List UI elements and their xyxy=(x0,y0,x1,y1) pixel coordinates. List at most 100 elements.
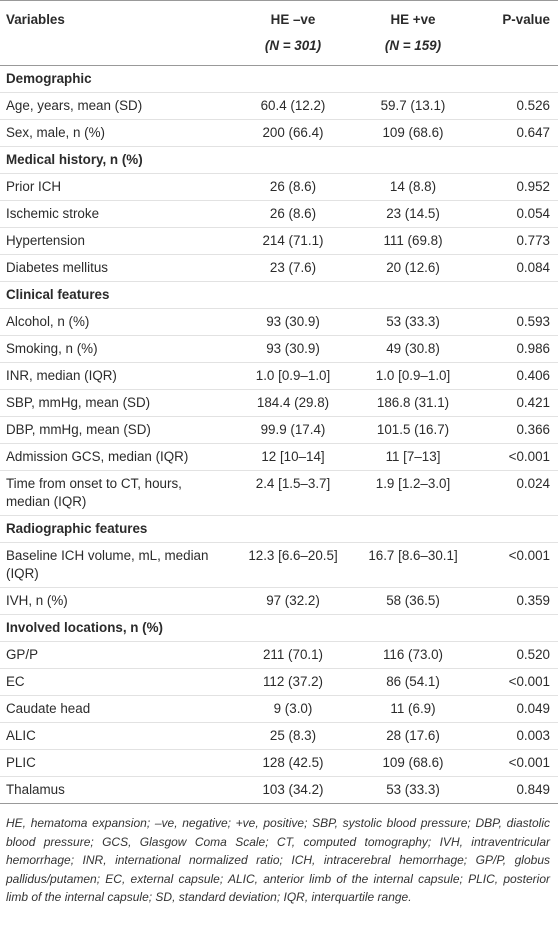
section-row: Radiographic features xyxy=(0,515,558,543)
header-cell: HE +ve (N = 159) xyxy=(354,1,472,66)
row-label: Prior ICH xyxy=(0,173,232,201)
data-row: Alcohol, n (%) 93 (30.9) 53 (33.3) 0.593 xyxy=(0,308,558,336)
data-row: Admission GCS, median (IQR) 12 [10–14] 11 … xyxy=(0,443,558,471)
cell: 93 (30.9) xyxy=(232,308,354,336)
header-cell: HE –ve (N = 301) xyxy=(232,1,354,66)
row-label: Caudate head xyxy=(0,695,232,723)
data-row: Caudate head 9 (3.0) 11 (6.9) 0.049 xyxy=(0,695,558,723)
cell: 186.8 (31.1) xyxy=(354,389,472,417)
cell: 11 (6.9) xyxy=(354,695,472,723)
header-text: (N = 301) xyxy=(264,38,322,53)
cell: 211 (70.1) xyxy=(232,641,354,669)
cell: 0.593 xyxy=(472,308,558,336)
row-label: Hypertension xyxy=(0,227,232,255)
cell: 28 (17.6) xyxy=(354,722,472,750)
table-body: Demographic Age, years, mean (SD) 60.4 (12… xyxy=(0,65,558,804)
cell: 26 (8.6) xyxy=(232,200,354,228)
row-label: Thalamus xyxy=(0,776,232,804)
cell: 9 (3.0) xyxy=(232,695,354,723)
data-table: Variables HE –ve (N = 301) HE +ve (N = 159) P… xyxy=(0,0,558,804)
header-text: HE –ve xyxy=(270,12,316,27)
data-row: Time from onset to CT, hours, median (IQ… xyxy=(0,470,558,516)
header-cell: Variables xyxy=(0,1,232,66)
cell: 0.406 xyxy=(472,362,558,390)
cell: 97 (32.2) xyxy=(232,587,354,615)
cell: <0.001 xyxy=(472,749,558,777)
row-label: Smoking, n (%) xyxy=(0,335,232,363)
cell: 128 (42.5) xyxy=(232,749,354,777)
cell: 0.024 xyxy=(472,470,558,516)
data-row: SBP, mmHg, mean (SD) 184.4 (29.8) 186.8 (3… xyxy=(0,389,558,417)
cell: 111 (69.8) xyxy=(354,227,472,255)
cell: 0.986 xyxy=(472,335,558,363)
cell: 0.421 xyxy=(472,389,558,417)
data-row: Age, years, mean (SD) 60.4 (12.2) 59.7 (13… xyxy=(0,92,558,120)
cell: 200 (66.4) xyxy=(232,119,354,147)
cell: <0.001 xyxy=(472,668,558,696)
row-label: Age, years, mean (SD) xyxy=(0,92,232,120)
data-row: EC 112 (37.2) 86 (54.1) <0.001 xyxy=(0,668,558,696)
cell: 116 (73.0) xyxy=(354,641,472,669)
cell: 0.520 xyxy=(472,641,558,669)
data-row: Diabetes mellitus 23 (7.6) 20 (12.6) 0.084 xyxy=(0,254,558,282)
row-label: Baseline ICH volume, mL, median (IQR) xyxy=(0,542,232,588)
cell: 53 (33.3) xyxy=(354,308,472,336)
cell: 0.366 xyxy=(472,416,558,444)
cell: 112 (37.2) xyxy=(232,668,354,696)
cell: <0.001 xyxy=(472,443,558,471)
cell: 103 (34.2) xyxy=(232,776,354,804)
cell: 25 (8.3) xyxy=(232,722,354,750)
cell: 12.3 [6.6–20.5] xyxy=(232,542,354,588)
cell: 93 (30.9) xyxy=(232,335,354,363)
cell: 16.7 [8.6–30.1] xyxy=(354,542,472,588)
cell: 14 (8.8) xyxy=(354,173,472,201)
cell: 0.359 xyxy=(472,587,558,615)
data-row: Hypertension 214 (71.1) 111 (69.8) 0.773 xyxy=(0,227,558,255)
row-label: Demographic xyxy=(0,65,558,93)
section-row: Clinical features xyxy=(0,281,558,309)
cell: 0.773 xyxy=(472,227,558,255)
data-row: Thalamus 103 (34.2) 53 (33.3) 0.849 xyxy=(0,776,558,804)
cell: <0.001 xyxy=(472,542,558,588)
cell: 58 (36.5) xyxy=(354,587,472,615)
cell: 26 (8.6) xyxy=(232,173,354,201)
section-row: Medical history, n (%) xyxy=(0,146,558,174)
cell: 184.4 (29.8) xyxy=(232,389,354,417)
cell: 11 [7–13] xyxy=(354,443,472,471)
row-label: Admission GCS, median (IQR) xyxy=(0,443,232,471)
data-row: Baseline ICH volume, mL, median (IQR) 12.… xyxy=(0,542,558,588)
row-label: Sex, male, n (%) xyxy=(0,119,232,147)
cell: 109 (68.6) xyxy=(354,119,472,147)
cell: 99.9 (17.4) xyxy=(232,416,354,444)
header-text: Variables xyxy=(6,12,65,27)
cell: 53 (33.3) xyxy=(354,776,472,804)
header-text: HE +ve xyxy=(390,12,436,27)
row-label: Alcohol, n (%) xyxy=(0,308,232,336)
cell: 2.4 [1.5–3.7] xyxy=(232,470,354,516)
row-label: Time from onset to CT, hours, median (IQ… xyxy=(0,470,232,516)
row-label: Diabetes mellitus xyxy=(0,254,232,282)
data-row: DBP, mmHg, mean (SD) 99.9 (17.4) 101.5 (16… xyxy=(0,416,558,444)
header-cell: P-value xyxy=(472,1,558,66)
cell: 86 (54.1) xyxy=(354,668,472,696)
cell: 1.0 [0.9–1.0] xyxy=(354,362,472,390)
row-label: Involved locations, n (%) xyxy=(0,614,558,642)
row-label: Radiographic features xyxy=(0,515,558,543)
row-label: DBP, mmHg, mean (SD) xyxy=(0,416,232,444)
row-label: GP/P xyxy=(0,641,232,669)
cell: 23 (7.6) xyxy=(232,254,354,282)
data-row: INR, median (IQR) 1.0 [0.9–1.0] 1.0 [0.9–1… xyxy=(0,362,558,390)
header-text: P-value xyxy=(502,12,550,27)
row-label: ALIC xyxy=(0,722,232,750)
row-label: Medical history, n (%) xyxy=(0,146,558,174)
table-header: Variables HE –ve (N = 301) HE +ve (N = 159) P… xyxy=(0,0,558,66)
data-row: Sex, male, n (%) 200 (66.4) 109 (68.6) 0.64… xyxy=(0,119,558,147)
footnote: HE, hematoma expansion; –ve, negative; +… xyxy=(6,816,550,905)
row-label: PLIC xyxy=(0,749,232,777)
cell: 214 (71.1) xyxy=(232,227,354,255)
cell: 101.5 (16.7) xyxy=(354,416,472,444)
data-row: Smoking, n (%) 93 (30.9) 49 (30.8) 0.986 xyxy=(0,335,558,363)
cell: 23 (14.5) xyxy=(354,200,472,228)
row-label: EC xyxy=(0,668,232,696)
